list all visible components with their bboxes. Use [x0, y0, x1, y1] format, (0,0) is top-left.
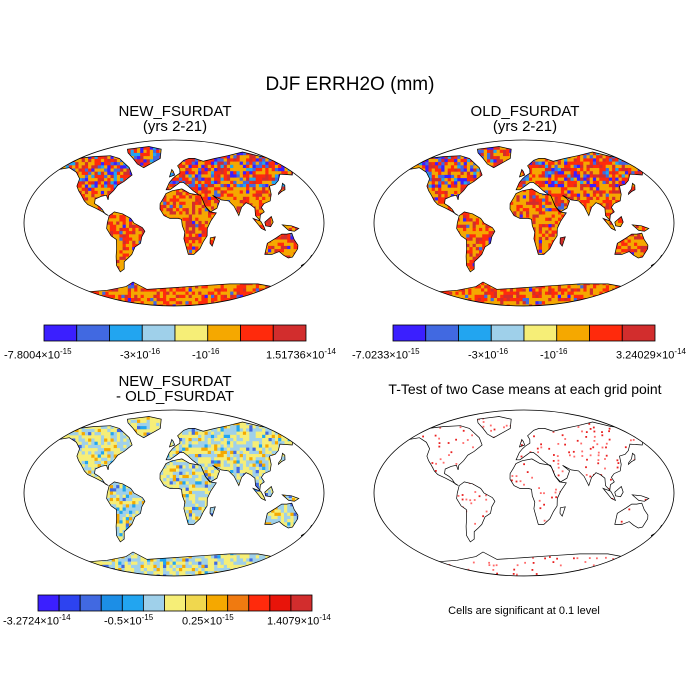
colorbar-swatch [392, 324, 427, 342]
colorbar-swatch [76, 324, 110, 342]
colorbar-swatch [425, 324, 459, 342]
colorbar-swatch [100, 594, 123, 612]
panel-1-colorbar [43, 324, 307, 342]
panel-1-colorbar-label-1: -7.8004×10-15 [4, 347, 72, 362]
panel-4-title: T-Test of two Case means at each grid po… [388, 381, 662, 397]
map-land-layer [55, 146, 315, 306]
colorbar-swatch [227, 594, 250, 612]
colorbar-swatch [79, 594, 102, 612]
map-border [23, 139, 325, 307]
colorbar-swatch [164, 594, 186, 612]
colorbar-swatch [272, 324, 307, 342]
colorbar-swatch [248, 594, 271, 612]
panel-3-title-line2: - OLD_FSURDAT [115, 388, 235, 405]
panel-3-map [23, 409, 325, 577]
colorbar-swatch [141, 324, 176, 342]
panel-2-colorbar-label-4: 3.24029×10-14 [616, 347, 686, 362]
colorbar-swatch [621, 324, 656, 342]
colorbar-swatch [142, 594, 165, 612]
colorbar-swatch [174, 324, 209, 342]
colorbar-swatch [458, 324, 492, 342]
colorbar-swatch [556, 324, 590, 342]
panel-1-colorbar-label-2: -3×10-16 [120, 347, 161, 362]
colorbar-swatch [589, 324, 623, 342]
colorbar-swatch [523, 324, 558, 342]
colorbar-swatch [290, 594, 313, 612]
panel-3-colorbar [37, 594, 313, 612]
figure-title: DJF ERRH2O (mm) [265, 74, 435, 95]
map-land-layer [405, 146, 665, 306]
panel-1-title-line1: NEW_FSURDAT [118, 103, 232, 120]
colorbar-swatch [207, 324, 241, 342]
significance-note: Cells are significant at 0.1 level [448, 605, 600, 617]
panel-2-map [373, 139, 675, 307]
panel-4-map [373, 409, 675, 577]
panel-1-title-line2: (yrs 2-21) [142, 118, 208, 135]
panel-2-colorbar-label-1: -7.0233×10-15 [352, 347, 420, 362]
colorbar-swatch [109, 324, 143, 342]
panel-3-colorbar-label-3: 0.25×10-15 [182, 613, 234, 628]
map-land-layer [55, 416, 315, 576]
colorbar-swatch [43, 324, 78, 342]
map-border [373, 409, 675, 577]
panel-1-map [23, 139, 325, 307]
map-border [373, 139, 675, 307]
colorbar-swatch [185, 594, 208, 612]
colorbar-swatch [121, 594, 144, 612]
colorbar-swatch [58, 594, 81, 612]
panel-1-colorbar-label-4: 1.51736×10-14 [266, 347, 336, 362]
panel-2-title-line2: (yrs 2-21) [492, 118, 558, 135]
panel-2-title: OLD_FSURDAT (yrs 2-21) [390, 104, 660, 134]
panel-2-colorbar-label-2: -3×10-16 [468, 347, 509, 362]
colorbar-swatch [240, 324, 274, 342]
panel-2-colorbar-label-3: -10-16 [540, 347, 568, 362]
panel-3-colorbar-label-2: -0.5×10-15 [104, 613, 154, 628]
panel-3-colorbar-label-1: -3.2724×10-14 [3, 613, 71, 628]
panel-1-colorbar-label-3: -10-16 [192, 347, 220, 362]
panel-3-colorbar-label-4: 1.4079×10-14 [267, 613, 331, 628]
colorbar-swatch [269, 594, 292, 612]
map-border [23, 409, 325, 577]
map-land-layer [405, 416, 665, 576]
panel-3-title-line1: NEW_FSURDAT [118, 373, 232, 390]
colorbar-swatch [206, 594, 229, 612]
panel-2-title-line1: OLD_FSURDAT [470, 103, 580, 120]
colorbar-swatch [490, 324, 525, 342]
panel-2-colorbar [392, 324, 656, 342]
panel-3-title: NEW_FSURDAT - OLD_FSURDAT [40, 374, 310, 404]
panel-1-title: NEW_FSURDAT (yrs 2-21) [40, 104, 310, 134]
colorbar-swatch [37, 594, 60, 612]
